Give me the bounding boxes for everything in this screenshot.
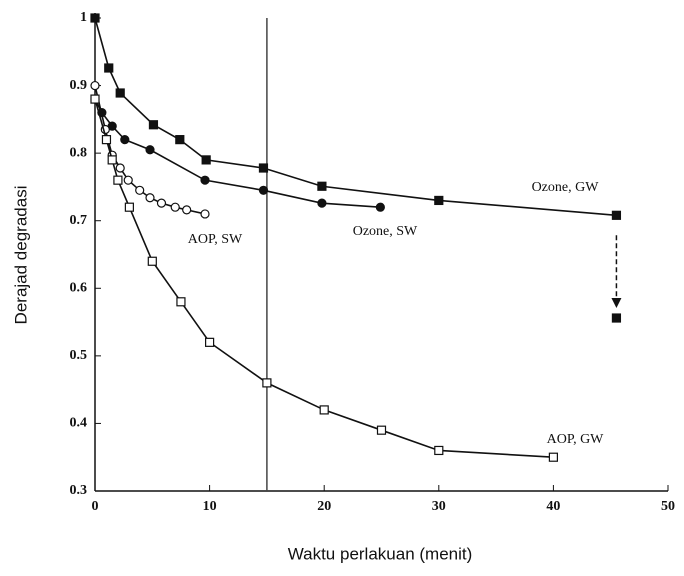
x-tick-label: 40 [546,499,560,514]
point [175,135,185,145]
point [135,185,145,195]
point [434,195,444,206]
x-tick-label: 10 [203,499,217,514]
y-tick-label: 0.9 [70,78,88,93]
point [156,198,167,208]
x-tick-label: 20 [317,499,331,514]
point [90,13,100,23]
point [145,145,155,155]
point [205,337,215,347]
point [611,313,622,323]
point [317,181,327,191]
point [124,202,134,212]
series-label: AOP, GW [547,432,605,447]
point [145,193,155,203]
line [94,17,617,217]
point [148,120,159,130]
point [120,135,130,145]
y-tick-label: 1 [80,10,87,25]
point [170,202,180,212]
line [94,98,554,459]
point [258,163,269,173]
point [115,88,125,98]
x-tick-label: 30 [432,499,446,514]
point [123,175,133,185]
series-label: AOP, SW [188,232,243,247]
point [375,202,385,212]
point [182,205,192,215]
x-tick-label: 0 [92,499,99,514]
series-label: Ozone, SW [353,224,418,239]
point [434,445,444,456]
point [319,405,329,415]
series-label: Ozone, GW [532,180,600,195]
point [201,155,211,165]
x-tick-label: 50 [661,499,675,514]
point [115,163,125,173]
y-axis-label: Derajad degradasi [11,186,30,325]
point [200,209,210,219]
point [90,80,100,91]
point [376,425,387,435]
y-tick-label: 0.7 [70,213,88,228]
y-tick-label: 0.5 [70,348,88,363]
point [107,155,117,165]
y-tick-label: 0.4 [70,416,88,431]
point [113,175,123,185]
y-tick-label: 0.8 [70,145,88,160]
point [200,175,210,185]
point [176,297,186,307]
point [90,94,100,104]
point [317,198,327,208]
point [611,210,622,220]
y-tick-label: 0.3 [70,483,88,498]
point [262,378,272,388]
x-axis-label: Waktu perlakuan (menit) [288,544,473,563]
point [147,256,157,266]
y-tick-label: 0.6 [70,281,88,296]
point [104,63,114,73]
point [258,185,269,195]
point [101,135,112,145]
arrow-head [611,298,622,309]
point [548,452,559,462]
